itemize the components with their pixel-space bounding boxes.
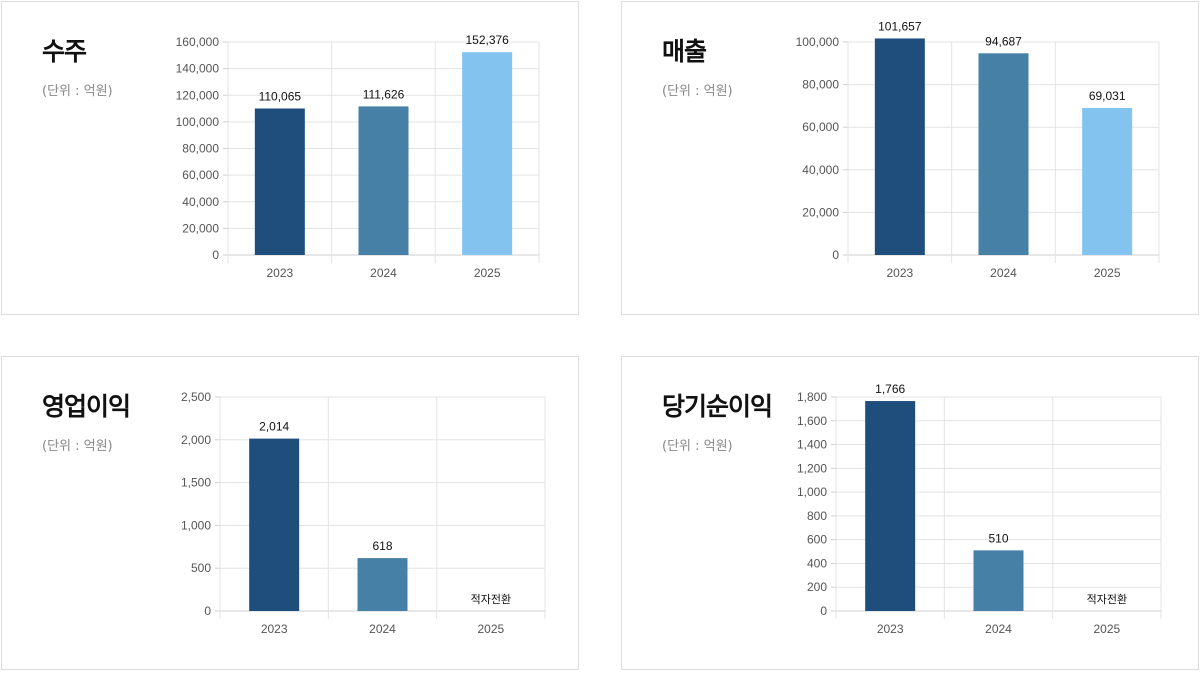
chart-panel-operating-profit: 영업이익 (단위 : 억원) 0 500 1,000 1,500 2,000 2,500 2… bbox=[1, 356, 579, 670]
data-label: 110,065 bbox=[259, 89, 302, 103]
y-tick-label: 0 bbox=[832, 248, 839, 262]
chart-panel-sales: 매출 (단위 : 억원) 0 20,000 40,000 60,000 80,000 10… bbox=[621, 1, 1199, 315]
y-tick-label: 80,000 bbox=[182, 142, 219, 156]
y-tick-label: 20,000 bbox=[802, 205, 839, 219]
y-tick-label: 1,600 bbox=[797, 414, 827, 428]
y-tick-label: 120,000 bbox=[176, 88, 220, 102]
x-tick-label: 2024 bbox=[985, 622, 1012, 636]
data-label: 111,626 bbox=[363, 87, 405, 101]
bar-2023 bbox=[865, 401, 916, 611]
data-label: 94,687 bbox=[985, 34, 1022, 48]
x-tick-label: 2025 bbox=[477, 622, 504, 636]
x-tick-label: 2023 bbox=[261, 622, 288, 636]
y-tick-label: 600 bbox=[807, 533, 827, 547]
unit-label: (단위 : 억원) bbox=[662, 84, 733, 99]
data-label: 적자전환 bbox=[471, 593, 511, 606]
y-tick-label: 100,000 bbox=[176, 115, 220, 129]
chart-panel-net-income: 당기순이익 (단위 : 억원) 0 200 400 600 800 1,000 1,200 1… bbox=[621, 356, 1199, 670]
x-tick-label: 2024 bbox=[369, 622, 396, 636]
x-tick-label: 2023 bbox=[886, 266, 913, 280]
y-tick-label: 80,000 bbox=[802, 78, 839, 92]
y-tick-label: 160,000 bbox=[176, 35, 220, 49]
y-tick-label: 2,000 bbox=[181, 433, 211, 447]
x-tick-label: 2024 bbox=[370, 266, 397, 280]
y-tick-label: 1,500 bbox=[181, 476, 211, 490]
data-label: 510 bbox=[988, 531, 1008, 545]
y-tick-label: 40,000 bbox=[802, 163, 839, 177]
y-tick-label: 2,500 bbox=[181, 390, 211, 404]
bar-2024 bbox=[978, 53, 1029, 256]
unit-label: (단위 : 억원) bbox=[42, 84, 113, 99]
chart-title: 매출 bbox=[662, 37, 707, 66]
data-label: 2,014 bbox=[259, 420, 289, 434]
chart-panel-orders: 수주 (단위 : 억원) 0 20,000 40,000 60,000 80,000 10… bbox=[1, 1, 579, 315]
x-tick-label: 2024 bbox=[990, 266, 1017, 280]
bar-2024 bbox=[357, 558, 408, 611]
bar-2024 bbox=[973, 550, 1024, 611]
y-tick-label: 100,000 bbox=[796, 35, 840, 49]
data-label: 69,031 bbox=[1089, 89, 1126, 103]
y-tick-label: 60,000 bbox=[182, 168, 219, 182]
data-label: 618 bbox=[372, 539, 392, 553]
data-label: 1,766 bbox=[875, 382, 905, 396]
bar-2023 bbox=[874, 38, 925, 256]
bar-2024 bbox=[358, 106, 409, 255]
bar-2023 bbox=[249, 438, 300, 611]
operating-profit-bar-chart: 0 500 1,000 1,500 2,000 2,500 2,014 2023 618 2024… bbox=[181, 390, 546, 636]
chart-title: 수주 bbox=[42, 37, 87, 66]
orders-bar-chart: 0 20,000 40,000 60,000 80,000 100,000 120,000 1… bbox=[176, 33, 540, 280]
data-label: 101,657 bbox=[878, 19, 922, 33]
data-label: 적자전환 bbox=[1087, 593, 1127, 606]
x-tick-label: 2025 bbox=[474, 266, 501, 280]
y-tick-label: 500 bbox=[191, 561, 211, 575]
y-tick-label: 0 bbox=[212, 248, 219, 262]
y-tick-label: 1,000 bbox=[797, 485, 827, 499]
y-tick-label: 60,000 bbox=[802, 120, 839, 134]
y-tick-label: 140,000 bbox=[176, 62, 220, 76]
bar-2025 bbox=[1082, 107, 1133, 256]
x-tick-label: 2025 bbox=[1093, 622, 1120, 636]
y-tick-label: 1,400 bbox=[797, 438, 827, 452]
y-tick-label: 0 bbox=[204, 604, 211, 618]
y-tick-label: 1,000 bbox=[181, 518, 211, 532]
chart-title: 영업이익 bbox=[42, 392, 131, 421]
y-tick-label: 40,000 bbox=[182, 195, 219, 209]
unit-label: (단위 : 억원) bbox=[42, 439, 113, 454]
x-tick-label: 2023 bbox=[877, 622, 904, 636]
x-tick-label: 2023 bbox=[266, 266, 293, 280]
y-tick-label: 1,800 bbox=[797, 390, 827, 404]
sales-bar-chart: 0 20,000 40,000 60,000 80,000 100,000 101,657 2… bbox=[796, 19, 1160, 280]
y-tick-label: 400 bbox=[807, 556, 827, 570]
y-tick-label: 0 bbox=[820, 604, 827, 618]
bar-2023 bbox=[254, 108, 305, 255]
unit-label: (단위 : 억원) bbox=[662, 439, 733, 454]
y-tick-label: 20,000 bbox=[182, 221, 219, 235]
x-tick-label: 2025 bbox=[1094, 266, 1121, 280]
data-label: 152,376 bbox=[465, 33, 509, 47]
y-tick-label: 800 bbox=[807, 509, 827, 523]
chart-title: 당기순이익 bbox=[662, 392, 773, 421]
bar-2025 bbox=[462, 52, 513, 256]
net-income-bar-chart: 0 200 400 600 800 1,000 1,200 1,400 1,600 1,800 1,… bbox=[797, 382, 1162, 636]
y-tick-label: 1,200 bbox=[797, 461, 827, 475]
y-tick-label: 200 bbox=[807, 580, 827, 594]
